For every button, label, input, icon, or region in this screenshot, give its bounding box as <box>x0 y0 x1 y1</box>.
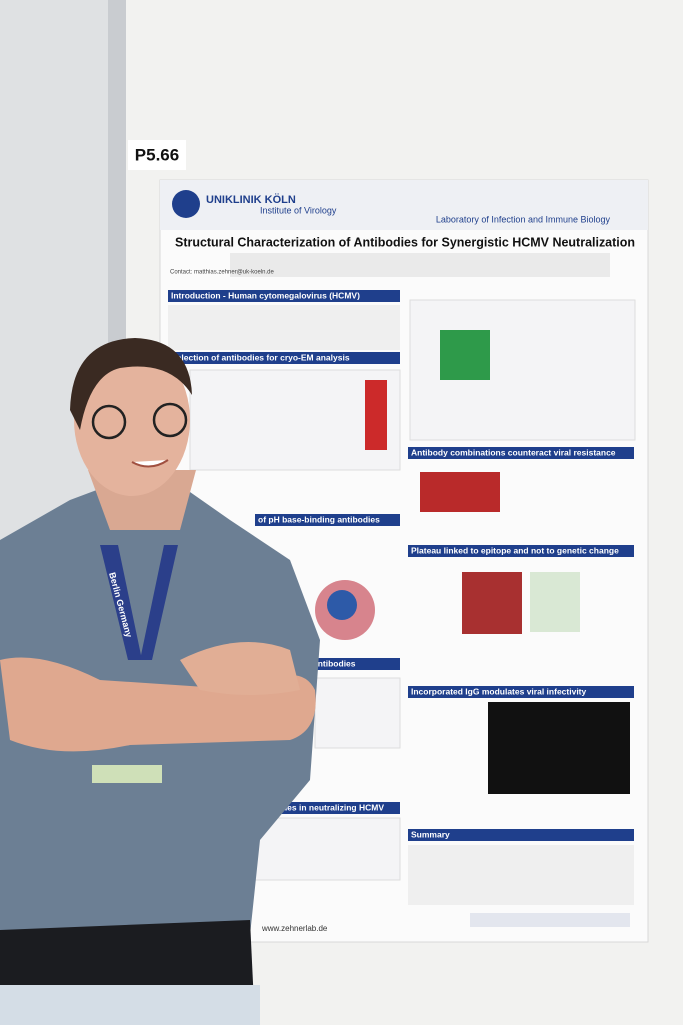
figure <box>314 677 401 749</box>
text-block <box>168 305 400 350</box>
lab-name: Laboratory of Infection and Immune Biolo… <box>436 214 611 224</box>
section-bar <box>408 545 634 557</box>
heatmap <box>440 330 490 380</box>
heatmap <box>420 472 500 512</box>
heatmap <box>365 380 387 450</box>
section-bar <box>408 829 634 841</box>
smile <box>131 459 169 468</box>
glasses <box>91 404 127 440</box>
section-header: Plateau linked to epitope and not to gen… <box>411 545 619 555</box>
section-header: antibodies <box>313 658 356 668</box>
section-header: Incorporated IgG modulates viral infecti… <box>411 686 587 696</box>
heatmap <box>462 572 522 634</box>
heatmap <box>530 572 580 632</box>
contact: Contact: matthias.zehner@uk-koeln.de <box>170 270 274 276</box>
section-bar <box>168 352 400 364</box>
section-header: on of antibodies in neutralizing HCMV <box>231 802 384 812</box>
hair <box>70 338 192 430</box>
section-bar <box>408 447 634 459</box>
foreground-blur <box>0 985 260 1025</box>
authors-block <box>230 253 610 277</box>
section-header: of pH base-binding antibodies <box>258 514 380 524</box>
hand <box>180 642 300 695</box>
glasses <box>152 402 188 438</box>
section-bar <box>255 514 400 526</box>
face <box>74 344 190 496</box>
section-header: Selection of antibodies for cryo-EM anal… <box>171 352 350 362</box>
structure-figure <box>327 590 357 620</box>
board-label-box <box>128 140 186 170</box>
poster-header <box>160 180 648 230</box>
section-header: Antibody combinations counteract viral r… <box>411 447 616 457</box>
sponsor-logos <box>470 913 630 927</box>
lanyard <box>140 545 178 660</box>
section-bar <box>310 658 400 670</box>
institute: Institute of Virology <box>260 205 337 215</box>
arms <box>0 657 316 752</box>
badge <box>92 765 162 783</box>
lanyard <box>100 545 142 660</box>
logo-text: UNIKLINIK KÖLN <box>206 193 296 206</box>
text-block <box>408 845 634 905</box>
microscopy-figure <box>488 702 630 794</box>
section-header: Summary <box>411 829 450 839</box>
poster-title: Structural Characterization of Antibodie… <box>175 235 635 249</box>
section-bar <box>408 686 634 698</box>
website: www.zehnerlab.de <box>261 924 328 933</box>
board-label: P5.66 <box>135 145 179 164</box>
logo-emblem <box>172 190 200 218</box>
section-bar <box>168 290 400 302</box>
section-header: Introduction - Human cytomegalovirus (HC… <box>171 290 360 300</box>
